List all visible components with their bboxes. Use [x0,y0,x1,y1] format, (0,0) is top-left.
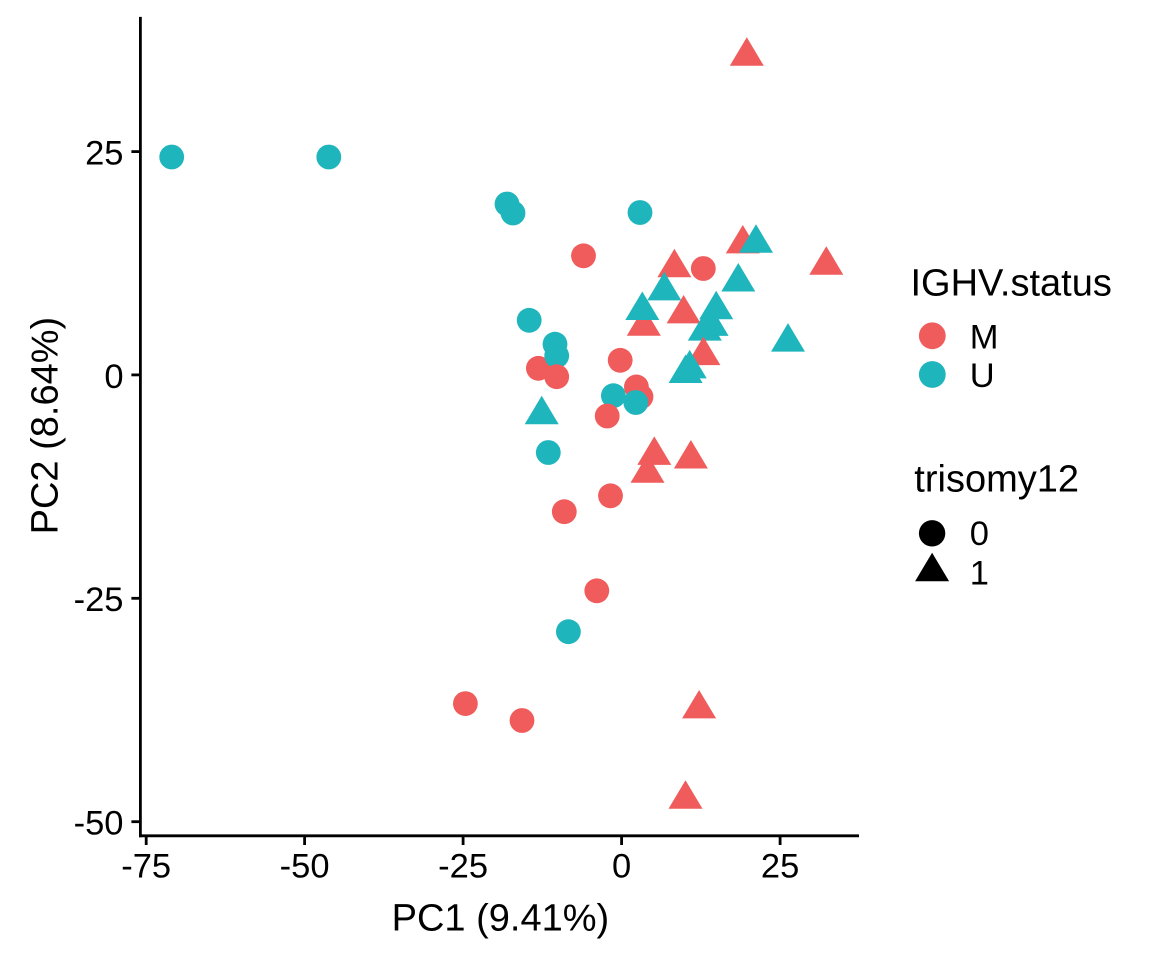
svg-text:PC2 (8.64%): PC2 (8.64%) [25,317,67,535]
svg-text:25: 25 [85,135,123,173]
svg-text:trisomy12: trisomy12 [914,459,1079,501]
svg-text:PC1 (9.41%): PC1 (9.41%) [392,897,610,939]
svg-text:-75: -75 [121,847,171,885]
svg-text:0: 0 [104,358,123,396]
svg-text:1: 1 [970,554,989,592]
svg-text:IGHV.status: IGHV.status [911,262,1112,304]
svg-text:0: 0 [612,847,631,885]
svg-text:25: 25 [761,847,799,885]
svg-text:-25: -25 [74,581,124,619]
svg-text:0: 0 [970,515,989,553]
svg-text:M: M [970,318,999,356]
svg-text:-50: -50 [280,847,330,885]
svg-text:-50: -50 [74,805,124,843]
svg-text:-25: -25 [438,847,488,885]
svg-text:U: U [970,357,995,395]
